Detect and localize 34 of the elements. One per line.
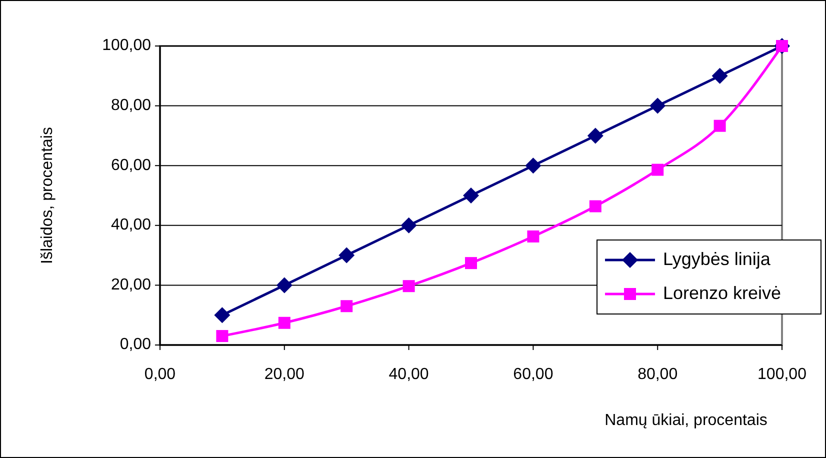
point xyxy=(587,128,604,144)
legend-label: Lygybės linija xyxy=(663,248,772,269)
point xyxy=(652,164,664,176)
y-tick-label: 100,00 xyxy=(102,37,152,54)
legend-label: Lorenzo kreivė xyxy=(663,282,782,303)
y-axis-title: Išlaidos, procentais xyxy=(39,127,56,264)
point xyxy=(276,277,292,294)
x-tick-label: 20,00 xyxy=(264,366,305,383)
point xyxy=(465,257,477,270)
y-tick-label: 60,00 xyxy=(110,156,152,174)
x-axis-title: Namų ūkiai, procentais xyxy=(604,412,768,429)
point xyxy=(278,316,290,329)
x-tick-label: 80,00 xyxy=(638,366,678,383)
point xyxy=(589,200,602,212)
point xyxy=(214,307,230,324)
x-tick-label: 100,00 xyxy=(758,366,807,383)
y-tick-label: 80,00 xyxy=(110,97,152,114)
y-tick-label: 20,00 xyxy=(110,276,152,294)
point xyxy=(650,98,666,114)
x-tick-label: 40,00 xyxy=(388,366,429,383)
point xyxy=(527,230,540,242)
point xyxy=(525,158,542,174)
point xyxy=(712,68,728,84)
point xyxy=(463,188,479,204)
point xyxy=(400,217,417,234)
point xyxy=(714,120,726,132)
point xyxy=(338,247,355,264)
y-tick-label: 0,00 xyxy=(120,336,152,354)
point xyxy=(216,330,228,342)
x-tick-label: 0,00 xyxy=(144,366,176,383)
point xyxy=(402,280,415,292)
y-tick-label: 40,00 xyxy=(110,216,152,234)
point xyxy=(340,300,353,312)
x-tick-label: 60,00 xyxy=(513,366,554,383)
